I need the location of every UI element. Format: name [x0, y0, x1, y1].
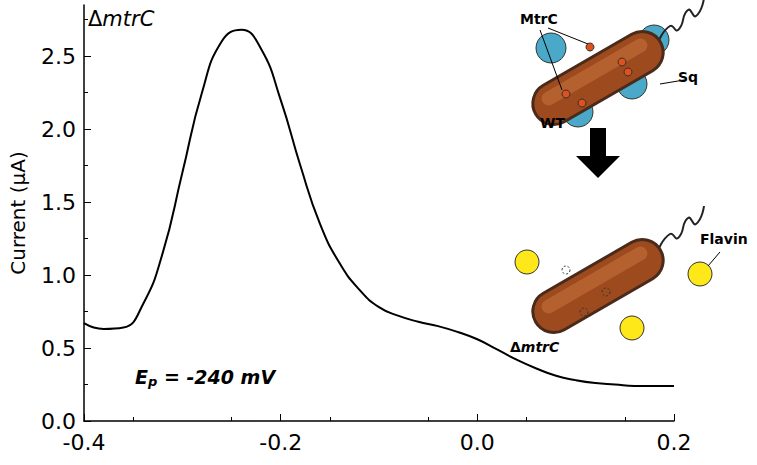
svg-text:= -240 mV: = -240 mV	[157, 366, 276, 388]
svg-text:0.0: 0.0	[460, 430, 495, 455]
svg-text:Current (μA): Current (μA)	[6, 151, 30, 275]
svg-text:-0.4: -0.4	[63, 430, 106, 455]
svg-text:p: p	[147, 374, 157, 389]
svg-text:E: E	[135, 366, 148, 388]
svg-text:1.0: 1.0	[41, 263, 76, 288]
svg-text:Flavin: Flavin	[700, 231, 748, 247]
svg-text:mtrC: mtrC	[102, 7, 154, 31]
svg-text:MtrC: MtrC	[520, 11, 558, 27]
svg-text:mtrC: mtrC	[521, 339, 560, 355]
svg-text:WT: WT	[540, 115, 565, 131]
svg-text:0.2: 0.2	[657, 430, 692, 455]
svg-text:-0.2: -0.2	[259, 430, 302, 455]
svg-text:0.0: 0.0	[41, 408, 76, 434]
svg-text:Δ: Δ	[510, 339, 521, 355]
svg-text:Δ: Δ	[88, 7, 103, 31]
svg-text:2.5: 2.5	[41, 44, 76, 69]
svg-text:1.5: 1.5	[41, 190, 76, 215]
svg-text:2.0: 2.0	[41, 117, 76, 142]
svg-text:0.5: 0.5	[41, 336, 76, 361]
svg-text:Sq: Sq	[678, 69, 698, 85]
